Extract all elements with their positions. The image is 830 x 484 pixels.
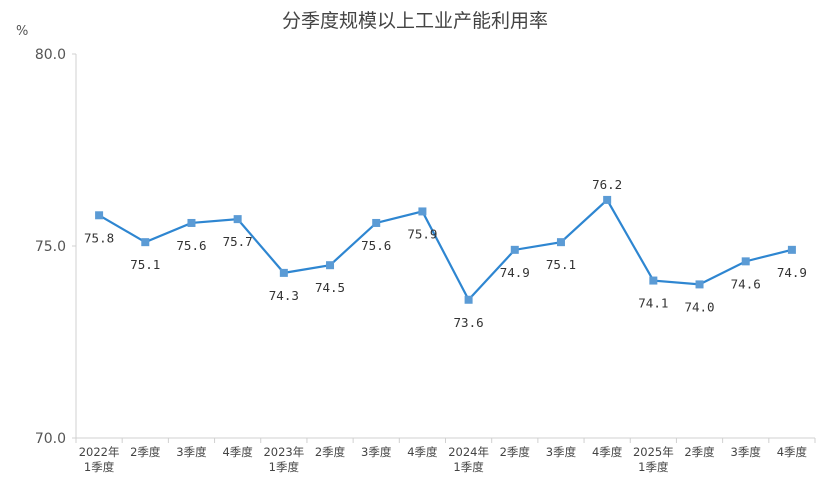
x-tick-label: 2季度 bbox=[684, 445, 715, 459]
data-point bbox=[464, 295, 473, 304]
data-label: 73.6 bbox=[454, 315, 484, 330]
x-tick-label: 2季度 bbox=[130, 445, 161, 459]
data-point bbox=[510, 245, 519, 254]
data-point bbox=[741, 257, 750, 266]
x-tick-label: 2022年 bbox=[79, 445, 120, 459]
data-label: 74.9 bbox=[500, 265, 530, 280]
data-point bbox=[95, 211, 104, 220]
x-tick-label: 4季度 bbox=[777, 445, 808, 459]
data-label: 74.6 bbox=[731, 276, 761, 291]
series-line bbox=[98, 198, 793, 302]
x-tick-label: 1季度 bbox=[453, 460, 484, 474]
data-label: 75.6 bbox=[176, 238, 206, 253]
y-axis-unit: % bbox=[16, 24, 29, 39]
x-tick-label: 2023年 bbox=[263, 445, 304, 459]
data-label: 75.6 bbox=[361, 238, 391, 253]
x-tick-label: 3季度 bbox=[731, 445, 762, 459]
data-label: 74.3 bbox=[269, 288, 299, 303]
data-label: 74.9 bbox=[777, 265, 807, 280]
x-tick-label: 3季度 bbox=[176, 445, 207, 459]
data-point bbox=[603, 195, 612, 204]
data-point bbox=[787, 245, 796, 254]
data-point bbox=[649, 276, 658, 285]
x-tick-label: 1季度 bbox=[84, 460, 115, 474]
data-label: 74.1 bbox=[638, 296, 668, 311]
x-tick-label: 1季度 bbox=[269, 460, 300, 474]
data-point bbox=[141, 238, 150, 247]
x-tick-label: 3季度 bbox=[361, 445, 392, 459]
x-tick-label: 2025年 bbox=[633, 445, 674, 459]
x-tick-label: 3季度 bbox=[546, 445, 577, 459]
data-label: 74.5 bbox=[315, 280, 345, 295]
x-tick-label: 2024年 bbox=[448, 445, 489, 459]
data-point bbox=[372, 218, 381, 227]
data-point bbox=[695, 280, 704, 289]
data-point bbox=[187, 218, 196, 227]
x-tick-label: 1季度 bbox=[638, 460, 669, 474]
y-tick-label: 75.0 bbox=[35, 239, 66, 255]
data-point bbox=[233, 215, 242, 224]
x-tick-label: 2季度 bbox=[315, 445, 346, 459]
data-label: 76.2 bbox=[592, 177, 622, 192]
x-tick-label: 2季度 bbox=[500, 445, 531, 459]
x-tick-label: 4季度 bbox=[407, 445, 438, 459]
data-label: 75.7 bbox=[223, 234, 253, 249]
y-tick-label: 80.0 bbox=[35, 47, 66, 63]
data-label: 74.0 bbox=[684, 299, 714, 314]
y-tick-label: 70.0 bbox=[35, 431, 66, 447]
data-label: 75.8 bbox=[84, 230, 114, 245]
data-point bbox=[418, 207, 427, 216]
data-point bbox=[279, 268, 288, 277]
data-label: 75.1 bbox=[546, 257, 576, 272]
x-tick-label: 4季度 bbox=[592, 445, 623, 459]
chart-title: 分季度规模以上工业产能利用率 bbox=[281, 10, 548, 32]
data-point bbox=[556, 238, 565, 247]
data-point bbox=[326, 261, 335, 270]
data-label: 75.9 bbox=[407, 226, 437, 241]
x-tick-label: 4季度 bbox=[222, 445, 253, 459]
data-label: 75.1 bbox=[130, 257, 160, 272]
